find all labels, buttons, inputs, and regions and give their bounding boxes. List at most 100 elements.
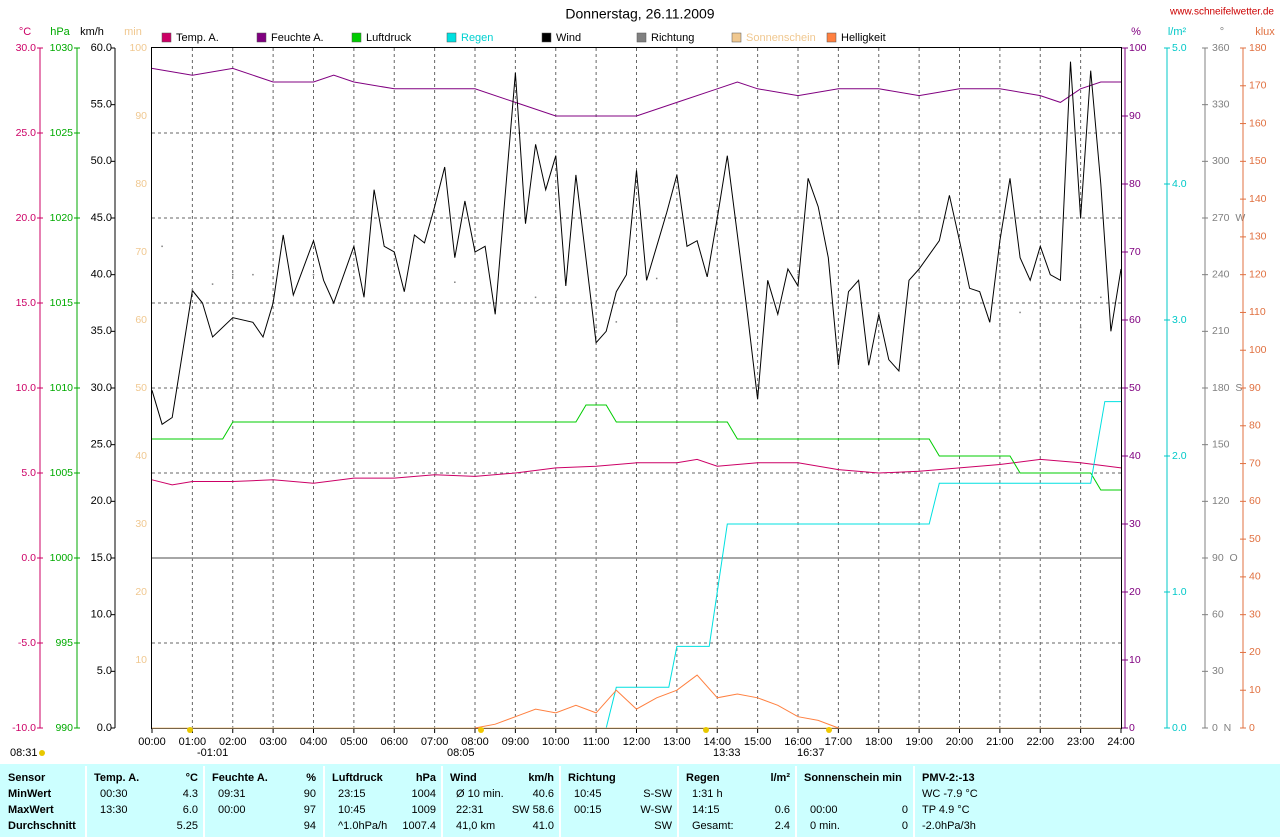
axis-tick-label: 1030 <box>50 42 74 54</box>
stats-cell: 09:31 <box>218 788 246 800</box>
legend-swatch <box>636 32 647 43</box>
direction-dot <box>615 321 618 323</box>
stats-unit: % <box>306 772 316 784</box>
axis-tick-label: 360 <box>1212 42 1230 54</box>
axis-tick-label: 120 <box>1212 495 1230 507</box>
direction-dot <box>555 296 557 299</box>
axis-tick-label: 0.0 <box>21 552 36 564</box>
axis-tick-label: 110 <box>1249 306 1266 318</box>
x-tick-label: 12:00 <box>623 736 651 748</box>
axis-tick-label: 2.0 <box>1172 450 1187 462</box>
stats-cell: 40.6 <box>533 788 554 800</box>
axis-tick-label: 60 <box>1249 495 1261 507</box>
stats-header: PMV-2:-13 <box>922 772 975 784</box>
direction-dot <box>837 296 840 299</box>
axis-tick-label: 0 N <box>1212 722 1231 734</box>
direction-dot <box>312 273 315 276</box>
stats-cell: WC -7.9 °C <box>922 788 978 800</box>
direction-dot <box>514 289 517 291</box>
axis-tick-label: 1000 <box>50 552 74 564</box>
stats-cell: 4.3 <box>183 788 198 800</box>
legend-label: Wind <box>556 32 581 44</box>
axis-unit: klux <box>1255 26 1275 38</box>
axis-tick-label: 50 <box>135 382 147 394</box>
stats-cell: 10:45 <box>574 788 602 800</box>
axis-tick-label: 140 <box>1249 193 1267 205</box>
y-tick-label: 15.0 <box>91 552 112 564</box>
stats-header: Regen <box>686 772 720 784</box>
axis-tick-label: 210 <box>1212 325 1230 337</box>
x-tick-label: 20:00 <box>946 736 974 748</box>
y-tick-label: 25.0 <box>91 439 112 451</box>
y-tick-label: 55.0 <box>91 99 112 111</box>
axis-tick-label: 1010 <box>50 382 74 394</box>
axis-tick-label: 10 <box>1129 654 1141 666</box>
stats-cell: 0 min. <box>810 820 840 832</box>
legend-label: Luftdruck <box>366 32 412 44</box>
axis-tick-label: 150 <box>1249 155 1267 167</box>
stats-header: Richtung <box>568 772 616 784</box>
y-tick-label: 30.0 <box>91 382 112 394</box>
stats-cell: SW <box>654 820 672 832</box>
stats-header: Temp. A. <box>94 772 139 784</box>
x-tick-label: 05:00 <box>340 736 368 748</box>
x-tick-label: 22:00 <box>1026 736 1054 748</box>
axis-tick-label: 70 <box>1129 246 1141 258</box>
series-line <box>474 674 839 729</box>
stats-header: Luftdruck <box>332 772 384 784</box>
stats-header: Wind <box>450 772 477 784</box>
axis-tick-label: 25.0 <box>16 127 37 139</box>
direction-dot <box>797 273 799 276</box>
x-tick-label: 09:00 <box>502 736 530 748</box>
stats-cell: ^1.0hPa/h <box>338 820 387 832</box>
stats-cell: -2.0hPa/3h <box>922 820 976 832</box>
x-tick-label: 00:00 <box>138 736 166 748</box>
stats-cell: 0 <box>902 820 908 832</box>
stats-cell: 6.0 <box>183 804 198 816</box>
axis-tick-label: 150 <box>1212 438 1230 450</box>
axis-tick-label: 120 <box>1249 268 1267 280</box>
direction-dot <box>272 277 274 280</box>
axis-tick-label: 3.0 <box>1172 314 1187 326</box>
direction-dot <box>191 289 194 291</box>
stats-cell: 00:30 <box>100 788 128 800</box>
x-tick-label: 15:00 <box>744 736 772 748</box>
axis-tick-label: 80 <box>1129 178 1141 190</box>
x-tick-label: 24:00 <box>1107 736 1135 748</box>
stats-cell: 5.25 <box>177 820 198 832</box>
sun-moon-time: 08:05 <box>447 747 475 759</box>
sun-moon-time: 16:37 <box>797 747 825 759</box>
axis-tick-label: 1015 <box>50 297 74 309</box>
direction-dot <box>454 281 456 283</box>
legend-swatch <box>161 32 172 43</box>
stats-unit: hPa <box>416 772 437 784</box>
axis-tick-label: 0.0 <box>1172 722 1187 734</box>
stats-cell: S-SW <box>643 788 672 800</box>
x-tick-label: 03:00 <box>259 736 287 748</box>
axis-tick-label: 995 <box>55 637 73 649</box>
axis-tick-label: 90 <box>135 110 147 122</box>
direction-dot <box>716 277 718 280</box>
legend-label: Helligkeit <box>841 32 886 44</box>
legend-swatch <box>731 32 742 43</box>
stats-cell: 13:30 <box>100 804 128 816</box>
stats-cell: 90 <box>304 788 316 800</box>
stats-cell: 1:31 h <box>692 788 723 800</box>
axis-tick-label: 15.0 <box>16 297 37 309</box>
y-axis-unit: km/h <box>80 26 104 38</box>
stats-cell: 41.0 <box>533 820 554 832</box>
axis-tick-label: 1.0 <box>1172 586 1187 598</box>
sun-moon-time: -01:01 <box>197 747 228 759</box>
axis-tick-label: 5.0 <box>1172 42 1187 54</box>
sun-moon-time: 13:33 <box>713 747 741 759</box>
direction-dot <box>999 323 1001 325</box>
axis-tick-label: 0 <box>1249 722 1255 734</box>
x-tick-label: 23:00 <box>1067 736 1095 748</box>
stats-header: Feuchte A. <box>212 772 268 784</box>
axis-tick-label: 130 <box>1249 231 1267 243</box>
axis-tick-label: 90 <box>1129 110 1141 122</box>
axis-tick-label: 240 <box>1212 268 1230 280</box>
axis-tick-label: 60 <box>1129 314 1141 326</box>
stats-cell: SW 58.6 <box>512 804 554 816</box>
